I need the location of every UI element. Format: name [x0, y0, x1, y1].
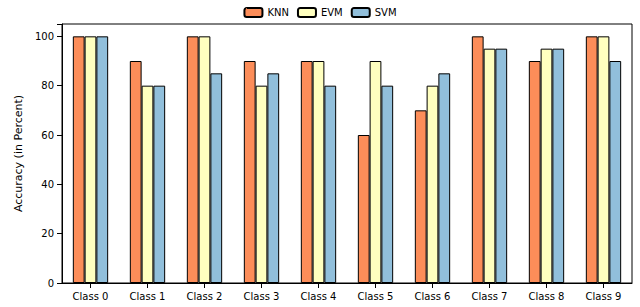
svg-text:SVM: SVM	[375, 7, 397, 18]
svg-text:KNN: KNN	[267, 7, 289, 18]
svg-text:EVM: EVM	[321, 7, 343, 18]
svg-text:80: 80	[41, 80, 54, 91]
svg-text:20: 20	[41, 228, 54, 239]
svg-text:Class 2: Class 2	[187, 291, 223, 302]
svg-text:Class 9: Class 9	[586, 291, 622, 302]
svg-text:Class 3: Class 3	[244, 291, 280, 302]
svg-text:Class 6: Class 6	[415, 291, 451, 302]
svg-text:Class 1: Class 1	[130, 291, 166, 302]
svg-text:40: 40	[41, 179, 54, 190]
svg-text:100: 100	[35, 31, 54, 42]
svg-text:Class 4: Class 4	[301, 291, 337, 302]
svg-text:60: 60	[41, 130, 54, 141]
svg-text:Accuracy (in Percent): Accuracy (in Percent)	[12, 95, 25, 212]
svg-text:Class 5: Class 5	[358, 291, 394, 302]
svg-text:0: 0	[48, 278, 54, 289]
svg-text:Class 8: Class 8	[529, 291, 565, 302]
svg-text:Class 7: Class 7	[472, 291, 508, 302]
svg-text:Class 0: Class 0	[73, 291, 109, 302]
